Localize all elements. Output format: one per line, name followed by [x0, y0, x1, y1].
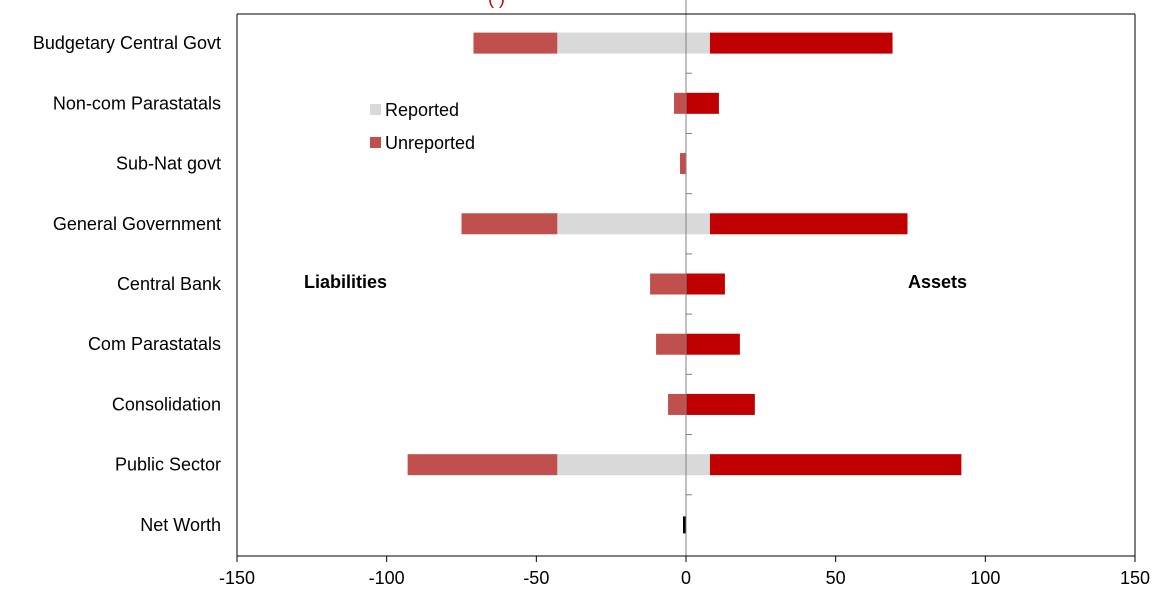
- x-tick-label: 150: [1120, 568, 1150, 588]
- x-tick-label: 50: [826, 568, 846, 588]
- bar-liabilities-unreported: [668, 394, 686, 415]
- x-tick-label: -50: [523, 568, 549, 588]
- bar-liabilities-reported: [557, 33, 686, 54]
- legend-swatch-unreported: [370, 137, 381, 148]
- category-label: Budgetary Central Govt: [33, 33, 221, 53]
- bar-liabilities-reported: [557, 454, 686, 475]
- bar-liabilities-unreported: [674, 93, 686, 114]
- bar-assets-reported: [686, 454, 710, 475]
- x-ticks: [237, 556, 1135, 562]
- category-label: Net Worth: [140, 515, 221, 535]
- bar-liabilities-unreported: [462, 213, 558, 234]
- bar-assets-unreported: [686, 394, 755, 415]
- x-tick-labels: -150 -100 -50 0 50 100 150: [219, 568, 1150, 588]
- category-label: Com Parastatals: [88, 334, 221, 354]
- legend-label-unreported: Unreported: [385, 133, 475, 153]
- bar-assets-reported: [686, 33, 710, 54]
- chart-title-fragment: ( ): [488, 0, 505, 8]
- category-label: Consolidation: [112, 394, 221, 414]
- x-tick-label: -150: [219, 568, 255, 588]
- x-tick-label: 0: [681, 568, 691, 588]
- category-label: General Government: [53, 214, 221, 234]
- category-label: Non-com Parastatals: [53, 93, 221, 113]
- bars-group: [408, 33, 962, 534]
- category-label: Sub-Nat govt: [116, 154, 221, 174]
- bar-liabilities-unreported: [473, 33, 557, 54]
- x-tick-label: 100: [970, 568, 1000, 588]
- bar-assets-unreported: [686, 334, 740, 355]
- liabilities-label: Liabilities: [304, 272, 387, 292]
- bar-assets-reported: [686, 213, 710, 234]
- legend-swatch-reported: [370, 104, 381, 115]
- bar-liabilities-unreported: [680, 153, 686, 174]
- category-label: Central Bank: [117, 274, 222, 294]
- bar-assets-unreported: [710, 213, 908, 234]
- bar-assets-unreported: [710, 33, 893, 54]
- bar-liabilities-unreported: [408, 454, 558, 475]
- bar-liabilities-reported: [557, 213, 686, 234]
- bar-liabilities-unreported: [656, 334, 686, 355]
- legend-label-reported: Reported: [385, 100, 459, 120]
- x-tick-label: -100: [369, 568, 405, 588]
- category-label: Public Sector: [115, 455, 221, 475]
- bar-liabilities-unreported: [650, 274, 686, 295]
- legend: Reported Unreported: [370, 100, 475, 153]
- assets-label: Assets: [908, 272, 967, 292]
- bar-assets-unreported: [686, 93, 719, 114]
- category-labels: Budgetary Central Govt Non-com Parastatal…: [33, 33, 222, 535]
- bar-assets-unreported: [710, 454, 961, 475]
- bar-assets-unreported: [686, 274, 725, 295]
